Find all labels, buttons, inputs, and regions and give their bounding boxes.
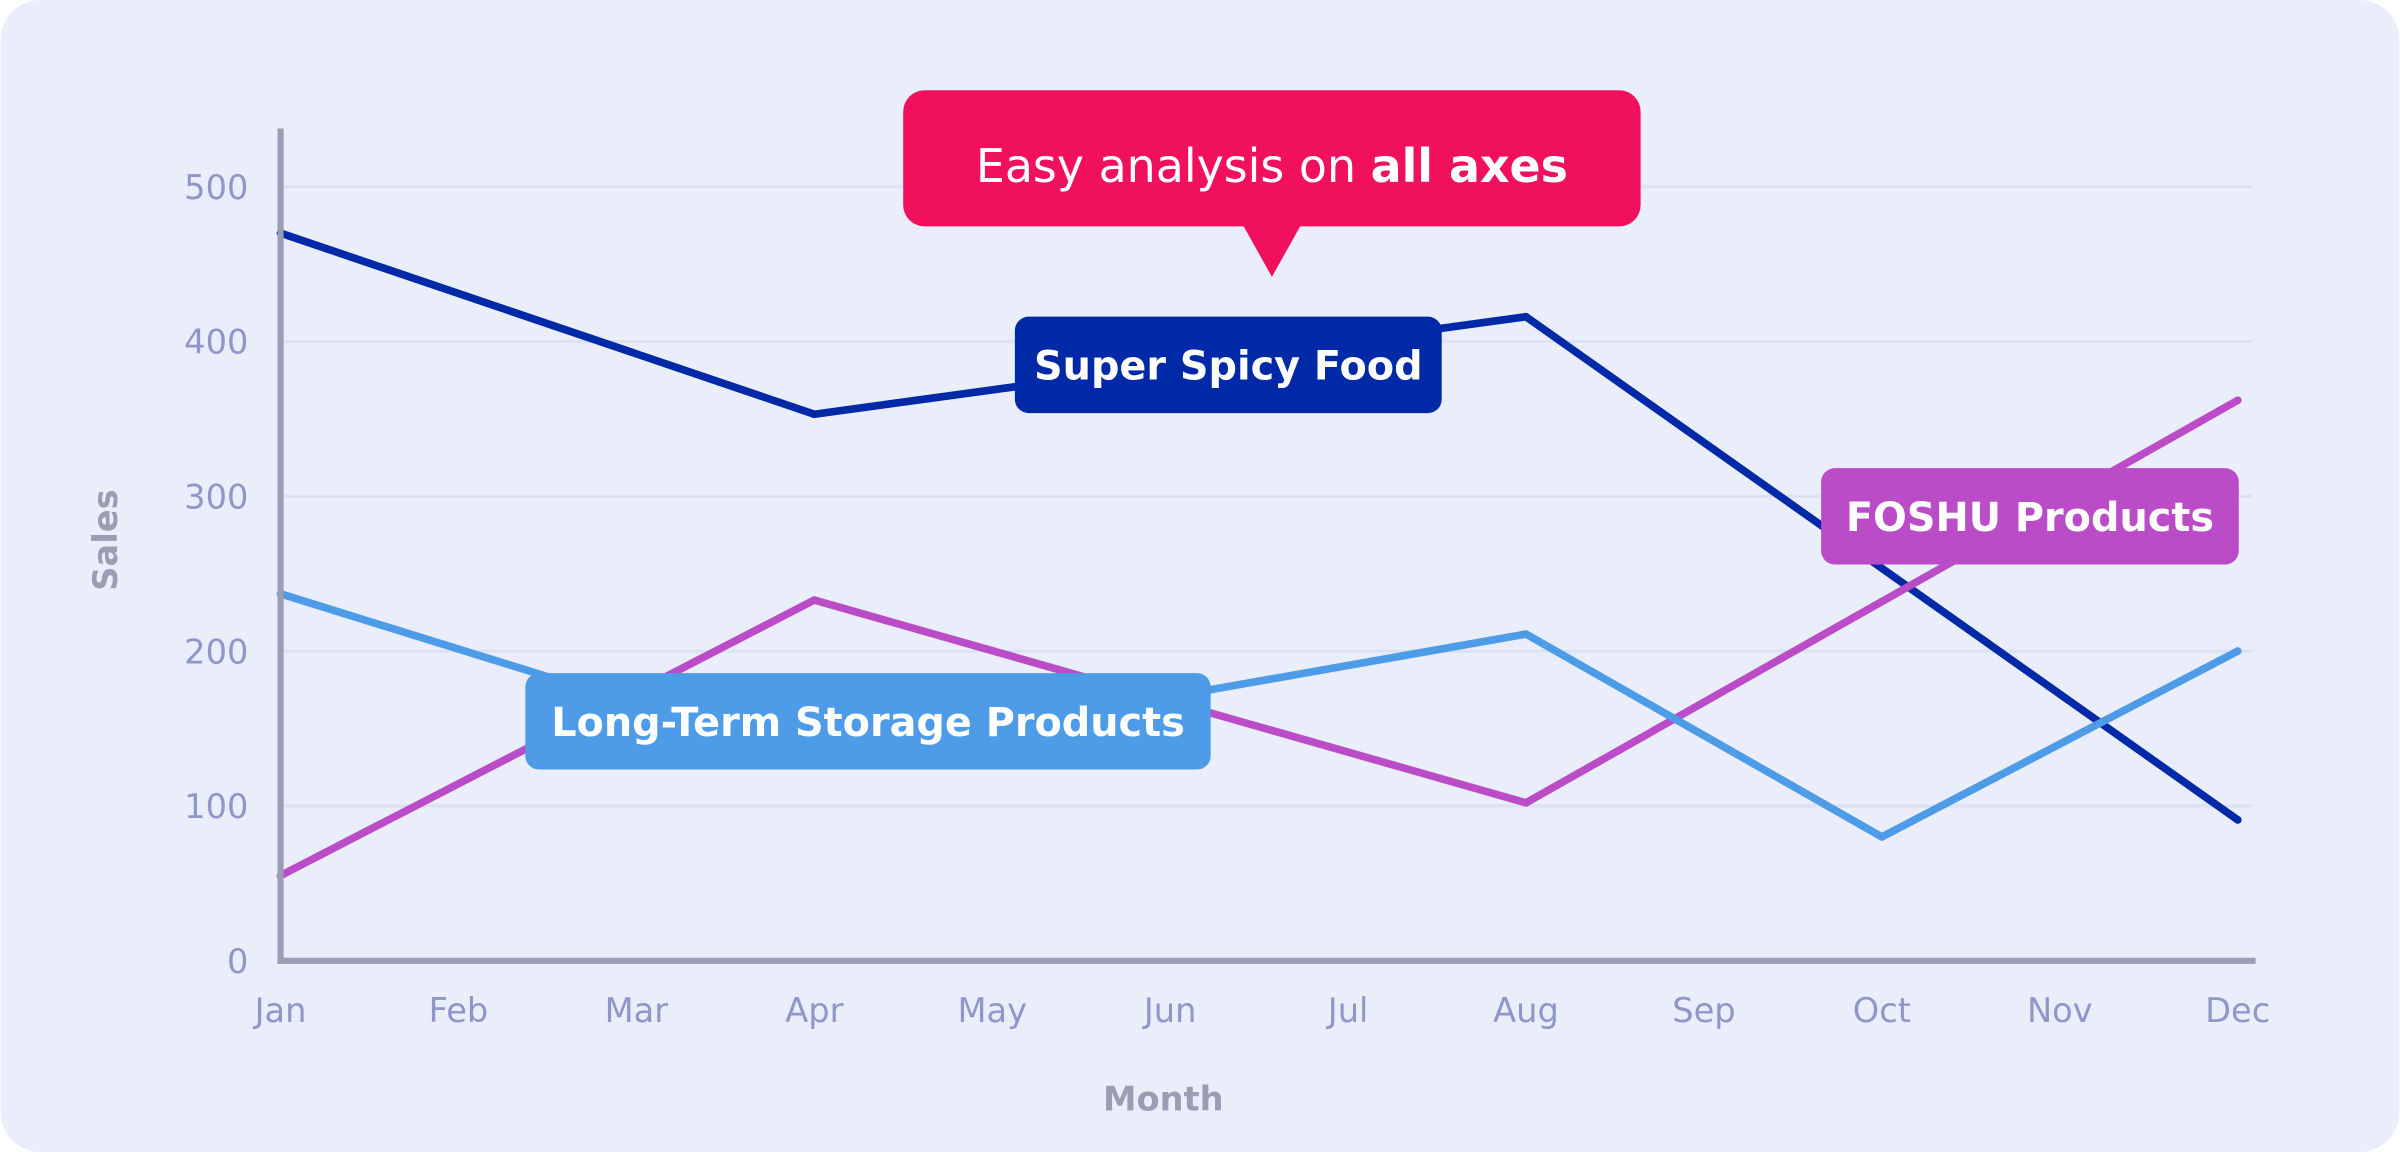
series-label-box	[525, 673, 1211, 770]
x-tick-label: Aug	[1493, 991, 1559, 1030]
y-tick-label: 500	[184, 168, 248, 207]
y-tick-label: 200	[184, 632, 248, 671]
callout-pointer	[1242, 224, 1301, 277]
data-point	[1522, 312, 1530, 321]
y-tick-label: 400	[184, 323, 248, 362]
x-tick-label: Feb	[429, 991, 489, 1030]
series-label-text: Long-Term Storage Products	[551, 700, 1185, 746]
data-point	[1522, 799, 1530, 807]
callout-box	[903, 90, 1641, 227]
series-label-box	[1821, 468, 2239, 565]
data-point	[2233, 396, 2242, 405]
x-tick-label: Dec	[2205, 991, 2270, 1030]
x-tick-label: Nov	[2027, 991, 2093, 1030]
x-tick-label: Oct	[1853, 991, 1911, 1030]
y-tick-label: 300	[184, 478, 248, 517]
callout: Easy analysis on all axes	[903, 90, 1641, 277]
data-point	[2233, 816, 2242, 824]
x-tick-label: Mar	[605, 991, 669, 1030]
data-point	[810, 596, 819, 604]
series-label-box	[1014, 316, 1442, 414]
data-point	[1878, 833, 1886, 841]
y-tick-label: 100	[184, 787, 248, 826]
series-label-0: Super Spicy Food	[1014, 316, 1442, 414]
x-tick-label: Jan	[253, 991, 307, 1030]
y-axis-title: Sales	[86, 489, 125, 590]
y-tick-label: 0	[227, 942, 248, 981]
x-axis-title: Month	[1103, 1080, 1224, 1119]
x-tick-label: Jun	[1142, 991, 1197, 1030]
data-point	[810, 410, 819, 419]
data-point	[1522, 630, 1530, 638]
data-point	[2233, 647, 2242, 655]
callout-text: Easy analysis on all axes	[976, 139, 1568, 193]
series-label-2: Long-Term Storage Products	[525, 673, 1211, 770]
series-label-1: FOSHU Products	[1821, 468, 2239, 565]
x-tick-label: Sep	[1672, 991, 1735, 1030]
series-label-text: Super Spicy Food	[1034, 343, 1423, 389]
x-tick-label: Apr	[785, 991, 843, 1030]
x-tick-label: May	[957, 991, 1027, 1030]
series-label-text: FOSHU Products	[1846, 495, 2214, 541]
x-tick-label: Jul	[1326, 991, 1369, 1030]
